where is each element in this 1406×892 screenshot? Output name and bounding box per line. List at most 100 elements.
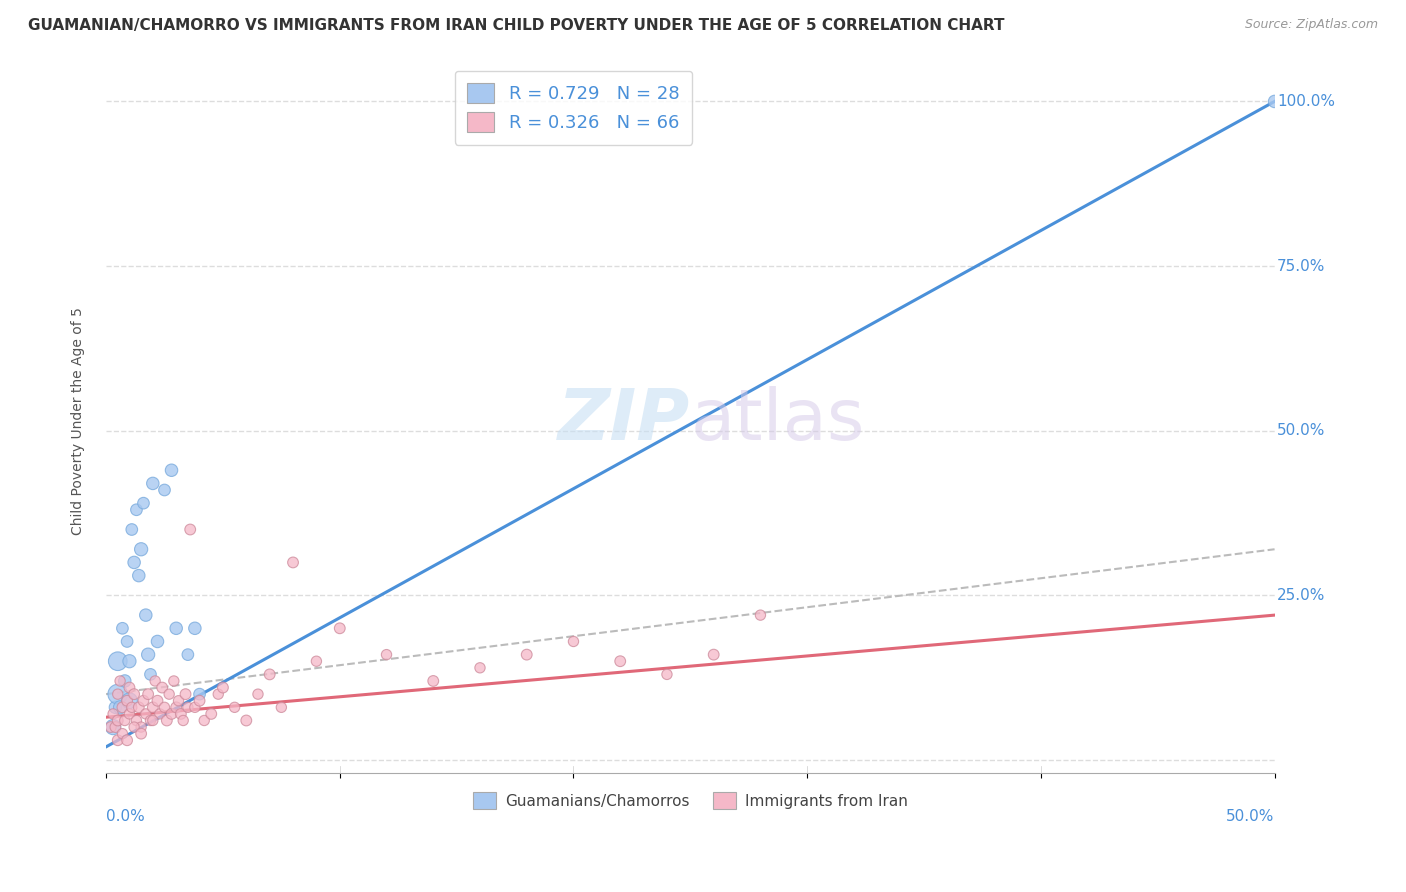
Point bbox=[115, 733, 138, 747]
Point bbox=[170, 706, 193, 721]
Point bbox=[135, 608, 157, 623]
Point bbox=[104, 720, 127, 734]
Point bbox=[150, 681, 173, 695]
Point bbox=[115, 694, 138, 708]
Point bbox=[270, 700, 292, 714]
Point bbox=[163, 673, 186, 688]
Point bbox=[128, 700, 150, 714]
Point bbox=[128, 568, 150, 582]
Point bbox=[212, 681, 235, 695]
Point bbox=[177, 648, 200, 662]
Legend: Guamanians/Chamorros, Immigrants from Iran: Guamanians/Chamorros, Immigrants from Ir… bbox=[467, 786, 914, 815]
Text: 75.0%: 75.0% bbox=[1277, 259, 1326, 274]
Y-axis label: Child Poverty Under the Age of 5: Child Poverty Under the Age of 5 bbox=[72, 307, 86, 535]
Point bbox=[118, 694, 141, 708]
Point bbox=[136, 648, 159, 662]
Point bbox=[114, 673, 136, 688]
Point bbox=[122, 720, 145, 734]
Point bbox=[281, 556, 304, 570]
Point bbox=[156, 714, 179, 728]
Point bbox=[160, 463, 183, 477]
Point bbox=[125, 502, 148, 516]
Point bbox=[121, 700, 143, 714]
Point bbox=[122, 556, 145, 570]
Point bbox=[132, 496, 155, 510]
Point bbox=[107, 687, 129, 701]
Point bbox=[111, 726, 134, 740]
Point bbox=[184, 621, 207, 635]
Point bbox=[108, 700, 131, 714]
Point bbox=[516, 648, 538, 662]
Point bbox=[143, 673, 166, 688]
Point bbox=[655, 667, 678, 681]
Point bbox=[108, 673, 131, 688]
Text: 50.0%: 50.0% bbox=[1277, 423, 1326, 438]
Point bbox=[193, 714, 215, 728]
Point bbox=[129, 726, 152, 740]
Point bbox=[111, 700, 134, 714]
Point bbox=[165, 621, 187, 635]
Point bbox=[172, 714, 194, 728]
Point bbox=[100, 720, 122, 734]
Point bbox=[224, 700, 246, 714]
Point bbox=[246, 687, 269, 701]
Point bbox=[107, 733, 129, 747]
Point bbox=[749, 608, 772, 623]
Point bbox=[188, 694, 211, 708]
Point bbox=[177, 700, 200, 714]
Point bbox=[122, 687, 145, 701]
Point bbox=[142, 714, 165, 728]
Text: 50.0%: 50.0% bbox=[1226, 809, 1275, 824]
Point bbox=[468, 661, 491, 675]
Point bbox=[132, 694, 155, 708]
Text: 25.0%: 25.0% bbox=[1277, 588, 1326, 603]
Point bbox=[188, 687, 211, 701]
Point bbox=[200, 706, 222, 721]
Point bbox=[207, 687, 229, 701]
Point bbox=[101, 720, 124, 734]
Point bbox=[167, 694, 190, 708]
Point bbox=[157, 687, 180, 701]
Point bbox=[235, 714, 257, 728]
Text: 100.0%: 100.0% bbox=[1277, 94, 1334, 109]
Point bbox=[146, 634, 169, 648]
Point bbox=[184, 700, 207, 714]
Point bbox=[146, 694, 169, 708]
Point bbox=[118, 654, 141, 668]
Text: 0.0%: 0.0% bbox=[105, 809, 145, 824]
Point bbox=[160, 706, 183, 721]
Point bbox=[1264, 95, 1286, 109]
Point bbox=[101, 706, 124, 721]
Point bbox=[114, 714, 136, 728]
Point bbox=[129, 720, 152, 734]
Point bbox=[142, 476, 165, 491]
Point bbox=[104, 700, 127, 714]
Point bbox=[562, 634, 585, 648]
Point bbox=[422, 673, 444, 688]
Point bbox=[129, 542, 152, 557]
Text: Source: ZipAtlas.com: Source: ZipAtlas.com bbox=[1244, 18, 1378, 31]
Point bbox=[136, 687, 159, 701]
Point bbox=[107, 654, 129, 668]
Point bbox=[305, 654, 328, 668]
Point bbox=[179, 523, 201, 537]
Point bbox=[259, 667, 281, 681]
Text: atlas: atlas bbox=[690, 386, 865, 455]
Point bbox=[609, 654, 631, 668]
Point bbox=[118, 681, 141, 695]
Point bbox=[111, 621, 134, 635]
Point bbox=[107, 687, 129, 701]
Point bbox=[703, 648, 725, 662]
Point bbox=[153, 700, 176, 714]
Point bbox=[375, 648, 398, 662]
Point bbox=[125, 714, 148, 728]
Point bbox=[174, 687, 197, 701]
Point bbox=[139, 667, 162, 681]
Point bbox=[121, 523, 143, 537]
Point bbox=[107, 714, 129, 728]
Text: GUAMANIAN/CHAMORRO VS IMMIGRANTS FROM IRAN CHILD POVERTY UNDER THE AGE OF 5 CORR: GUAMANIAN/CHAMORRO VS IMMIGRANTS FROM IR… bbox=[28, 18, 1005, 33]
Point bbox=[139, 714, 162, 728]
Point bbox=[329, 621, 352, 635]
Point bbox=[165, 700, 187, 714]
Text: ZIP: ZIP bbox=[558, 386, 690, 455]
